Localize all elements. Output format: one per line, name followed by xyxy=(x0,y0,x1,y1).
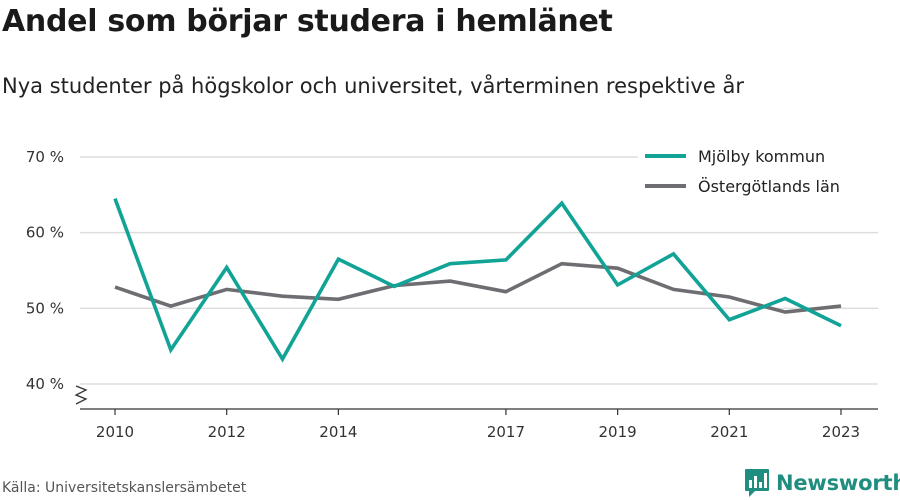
y-tick-label: 40 % xyxy=(26,375,64,393)
y-tick-label: 50 % xyxy=(26,299,64,317)
legend-background xyxy=(638,176,888,196)
x-tick-label: 2010 xyxy=(96,423,134,441)
x-tick-label: 2023 xyxy=(822,423,860,441)
y-tick-label: 70 % xyxy=(26,148,64,166)
chart-title: Andel som börjar studera i hemlänet xyxy=(2,4,613,39)
series-line-2 xyxy=(114,261,842,314)
series-lines xyxy=(113,197,842,363)
brand-logo: Newsworthy xyxy=(744,467,900,499)
x-tick-label: 2021 xyxy=(710,423,748,441)
source-note: Källa: Universitetskanslersämbetet xyxy=(2,480,247,496)
chart-subtitle: Nya studenter på högskolor och universit… xyxy=(2,74,744,98)
legend-label: Mjölby kommun xyxy=(698,147,825,166)
axis-break-marker xyxy=(74,385,88,405)
series-line-1 xyxy=(113,197,842,363)
x-tick-label: 2019 xyxy=(599,423,637,441)
legend-background xyxy=(638,146,888,166)
legend-label: Östergötlands län xyxy=(698,177,840,196)
x-tick-label: 2014 xyxy=(319,423,357,441)
legend-item: Mjölby kommun xyxy=(638,146,888,166)
axes: 40 % 50 % 60 % 70 % 2010 2012 2014 2017 2019 2021… xyxy=(26,148,878,441)
y-tick-label: 60 % xyxy=(26,224,64,242)
legend: Mjölby kommun Östergötlands län xyxy=(638,146,888,196)
legend-item: Östergötlands län xyxy=(638,176,888,196)
line-chart: 40 % 50 % 60 % 70 % 2010 2012 2014 2017 2019 2021… xyxy=(25,146,888,441)
x-tick-label: 2017 xyxy=(487,423,525,441)
x-tick-label: 2012 xyxy=(208,423,246,441)
brand-name: Newsworthy xyxy=(776,471,900,495)
bar-chart-icon xyxy=(745,469,769,497)
